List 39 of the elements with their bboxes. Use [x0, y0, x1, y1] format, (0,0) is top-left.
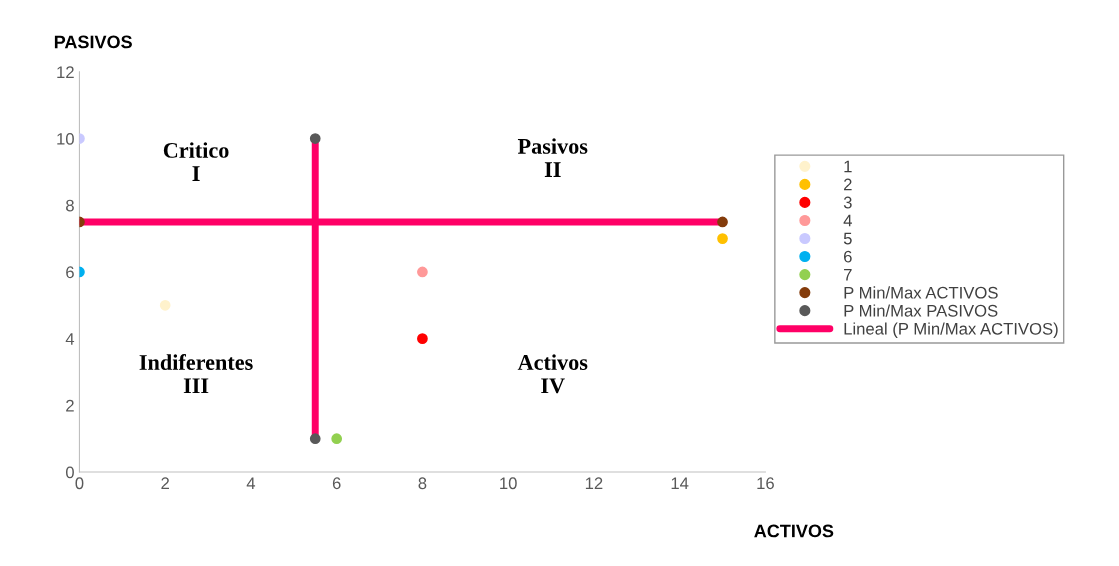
y-tick-label: 10 [57, 132, 74, 145]
y-tick-label: 4 [65, 333, 75, 345]
legend-label: 4 [843, 214, 852, 227]
y-axis-title: PASIVOS [54, 35, 132, 49]
annotation: Activos IV [517, 354, 588, 394]
legend-label: P Min/Max ACTIVOS [844, 286, 998, 299]
point [331, 433, 343, 445]
annotation: Pasivos II [517, 138, 588, 177]
legend-label: P Min/Max PASIVOS [844, 304, 998, 317]
legend-label: 1 [844, 160, 852, 173]
point [717, 233, 728, 244]
point [417, 333, 428, 345]
x-tick-label: 8 [418, 477, 427, 490]
x-tick-label: 16 [757, 477, 774, 490]
annotation: Critico I [163, 142, 229, 181]
point [309, 133, 321, 144]
x-tick-label: 14 [671, 477, 689, 489]
legend-label: Lineal (P Min/Max ACTIVOS) [844, 322, 1058, 338]
legend-label: 7 [844, 268, 852, 281]
y-tick-label: 6 [66, 266, 74, 279]
x-axis-title: ACTIVOS [754, 524, 834, 538]
legend-label: 5 [843, 232, 852, 245]
y-tick-label: 8 [66, 199, 74, 212]
point [417, 266, 428, 278]
y-tick-label: 12 [57, 66, 74, 78]
x-tick-label: 2 [161, 477, 169, 489]
y-tick-label: 0 [65, 466, 74, 479]
legend-label: 6 [844, 250, 852, 263]
point [309, 433, 321, 445]
x-tick-label: 12 [585, 477, 603, 489]
x-tick-label: 6 [332, 477, 341, 490]
legend-label: 2 [844, 178, 852, 191]
legend-label: 3 [843, 196, 852, 209]
x-tick-label: 10 [500, 477, 517, 490]
x-tick-label: 4 [246, 477, 256, 489]
annotation: Indiferentes III [139, 354, 253, 393]
point [159, 299, 171, 311]
y-tick-label: 2 [66, 399, 74, 412]
x-tick-label: 0 [75, 477, 84, 490]
